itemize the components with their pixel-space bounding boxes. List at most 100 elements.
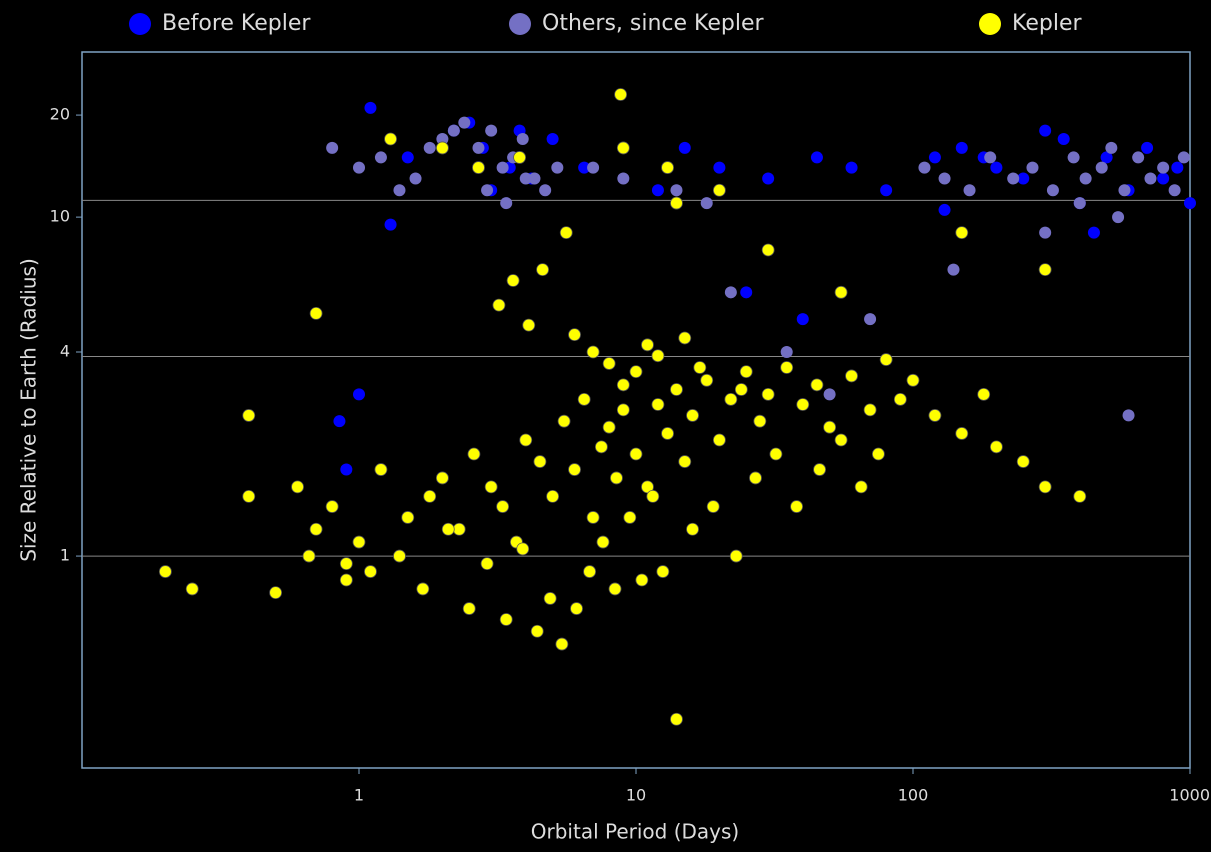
point — [977, 387, 991, 401]
point — [1112, 211, 1125, 224]
point — [864, 313, 877, 326]
point — [1038, 480, 1052, 494]
point — [990, 161, 1003, 174]
point — [740, 286, 753, 299]
point — [616, 141, 630, 155]
point — [185, 582, 199, 596]
point — [955, 141, 968, 154]
point — [536, 263, 549, 277]
point — [651, 184, 664, 197]
point — [616, 378, 630, 392]
point — [1067, 151, 1080, 164]
point — [557, 414, 571, 428]
point — [762, 172, 775, 185]
point — [242, 409, 256, 422]
point — [963, 184, 976, 197]
point — [729, 549, 743, 563]
point — [790, 500, 804, 513]
point — [635, 573, 649, 587]
point — [712, 433, 726, 447]
point — [724, 286, 737, 299]
point — [409, 172, 422, 185]
legend-marker — [129, 13, 151, 35]
point — [423, 141, 436, 154]
point — [629, 447, 643, 461]
point — [1057, 133, 1070, 146]
point — [670, 184, 683, 197]
point — [484, 480, 498, 494]
point — [656, 565, 670, 578]
point — [686, 522, 699, 536]
point — [546, 489, 560, 503]
point — [623, 511, 637, 524]
point — [364, 101, 377, 114]
point — [989, 440, 1003, 454]
point — [516, 133, 529, 146]
point — [984, 151, 997, 164]
point — [401, 511, 415, 524]
point — [480, 557, 494, 571]
point — [761, 243, 775, 257]
point — [586, 511, 600, 524]
point — [938, 172, 951, 185]
point — [333, 415, 346, 428]
point — [1039, 124, 1052, 137]
point — [339, 573, 353, 587]
point — [568, 328, 581, 342]
point — [661, 427, 674, 440]
point — [1122, 409, 1135, 422]
point — [1038, 263, 1052, 277]
y-tick-label: 4 — [60, 341, 70, 360]
point — [753, 414, 767, 428]
point — [641, 338, 654, 352]
point — [1132, 151, 1145, 164]
point — [1168, 184, 1181, 197]
x-axis-label: Orbital Period (Days) — [531, 820, 739, 844]
point — [384, 132, 397, 146]
point — [651, 398, 665, 411]
point — [823, 388, 836, 401]
point — [269, 586, 283, 600]
point — [602, 357, 616, 370]
legend-label: Kepler — [1012, 11, 1082, 36]
point — [309, 522, 323, 536]
point — [570, 602, 583, 615]
point — [594, 440, 608, 454]
point — [1105, 141, 1118, 154]
point — [435, 141, 449, 155]
point — [519, 433, 533, 447]
point — [447, 124, 460, 137]
y-tick-label: 20 — [50, 105, 70, 124]
point — [646, 489, 660, 503]
point — [1100, 151, 1113, 164]
point — [871, 447, 885, 461]
point — [458, 116, 471, 129]
point — [810, 378, 824, 392]
point — [617, 172, 630, 185]
point — [938, 203, 951, 216]
point — [500, 197, 513, 210]
point — [353, 161, 365, 174]
point — [340, 463, 353, 476]
point — [955, 427, 969, 440]
point — [678, 141, 691, 154]
point — [528, 172, 541, 185]
point — [863, 403, 877, 417]
point — [533, 455, 547, 468]
point — [291, 480, 304, 494]
point — [423, 489, 437, 503]
point — [1095, 161, 1108, 174]
point — [506, 274, 520, 287]
point — [339, 557, 353, 571]
point — [686, 409, 699, 422]
point — [452, 522, 466, 536]
point — [1157, 161, 1170, 174]
point — [1157, 172, 1170, 185]
point — [393, 184, 406, 197]
point — [325, 500, 339, 513]
point — [546, 133, 559, 146]
point — [1026, 161, 1039, 174]
point — [693, 361, 707, 374]
y-tick-label: 10 — [50, 207, 70, 226]
